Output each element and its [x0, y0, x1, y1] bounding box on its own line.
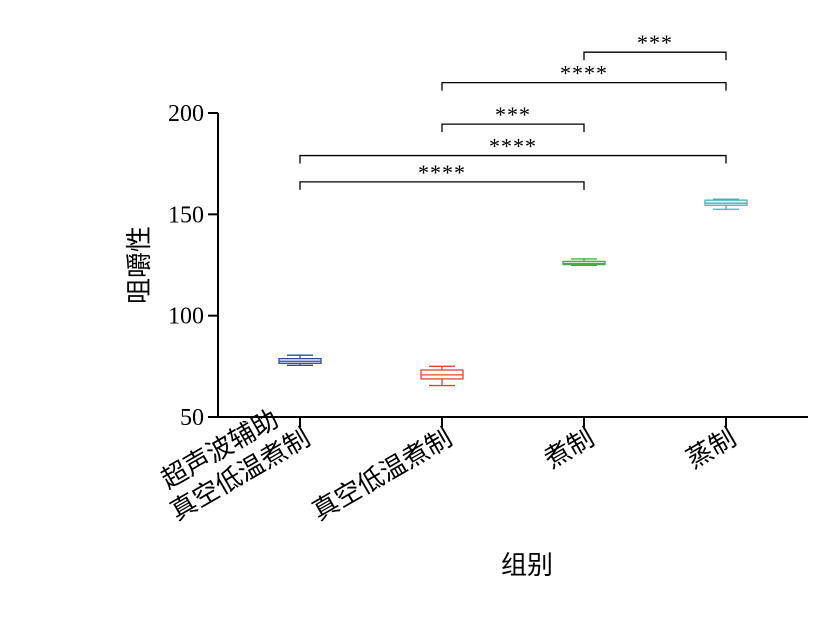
bracket-line [299, 181, 585, 190]
box-3 [562, 258, 606, 267]
box-4 [704, 198, 748, 210]
bracket-line [583, 51, 727, 61]
y-tick-label: 150 [168, 202, 204, 228]
y-axis-title: 咀嚼性 [125, 226, 154, 304]
significance-label: **** [560, 61, 608, 86]
significance-label: *** [637, 30, 673, 55]
y-tick-label: 200 [168, 101, 204, 127]
x-axis-title: 组别 [501, 551, 553, 580]
significance-bracket-5: **** [299, 160, 585, 190]
boxes [278, 198, 748, 387]
x-category-label: 蒸制 [681, 423, 741, 474]
x-category-line: 真空低温煮制 [307, 423, 457, 526]
significance-brackets: ****************** [299, 30, 727, 190]
bracket-line [441, 81, 727, 91]
x-category-label: 煮制 [539, 423, 599, 474]
y-tick-label: 100 [168, 304, 204, 330]
significance-bracket-2: **** [441, 61, 727, 91]
bracket-line [299, 154, 727, 164]
x-category-line: 煮制 [539, 423, 599, 474]
significance-label: **** [418, 160, 466, 185]
x-category-label: 真空低温煮制 [307, 423, 457, 526]
significance-bracket-3: *** [441, 102, 585, 133]
box-1 [278, 354, 322, 366]
significance-label: *** [495, 102, 531, 127]
x-category-line: 蒸制 [681, 423, 741, 474]
bracket-line [441, 123, 585, 133]
significance-bracket-4: **** [299, 134, 727, 164]
significance-bracket-1: *** [583, 30, 727, 61]
box-2 [420, 365, 464, 387]
x-category-label: 超声波辅助真空低温煮制 [149, 395, 315, 526]
axes: 50 100 150 200 [168, 101, 808, 431]
y-tick-label: 50 [180, 405, 204, 431]
significance-label: **** [489, 134, 537, 159]
